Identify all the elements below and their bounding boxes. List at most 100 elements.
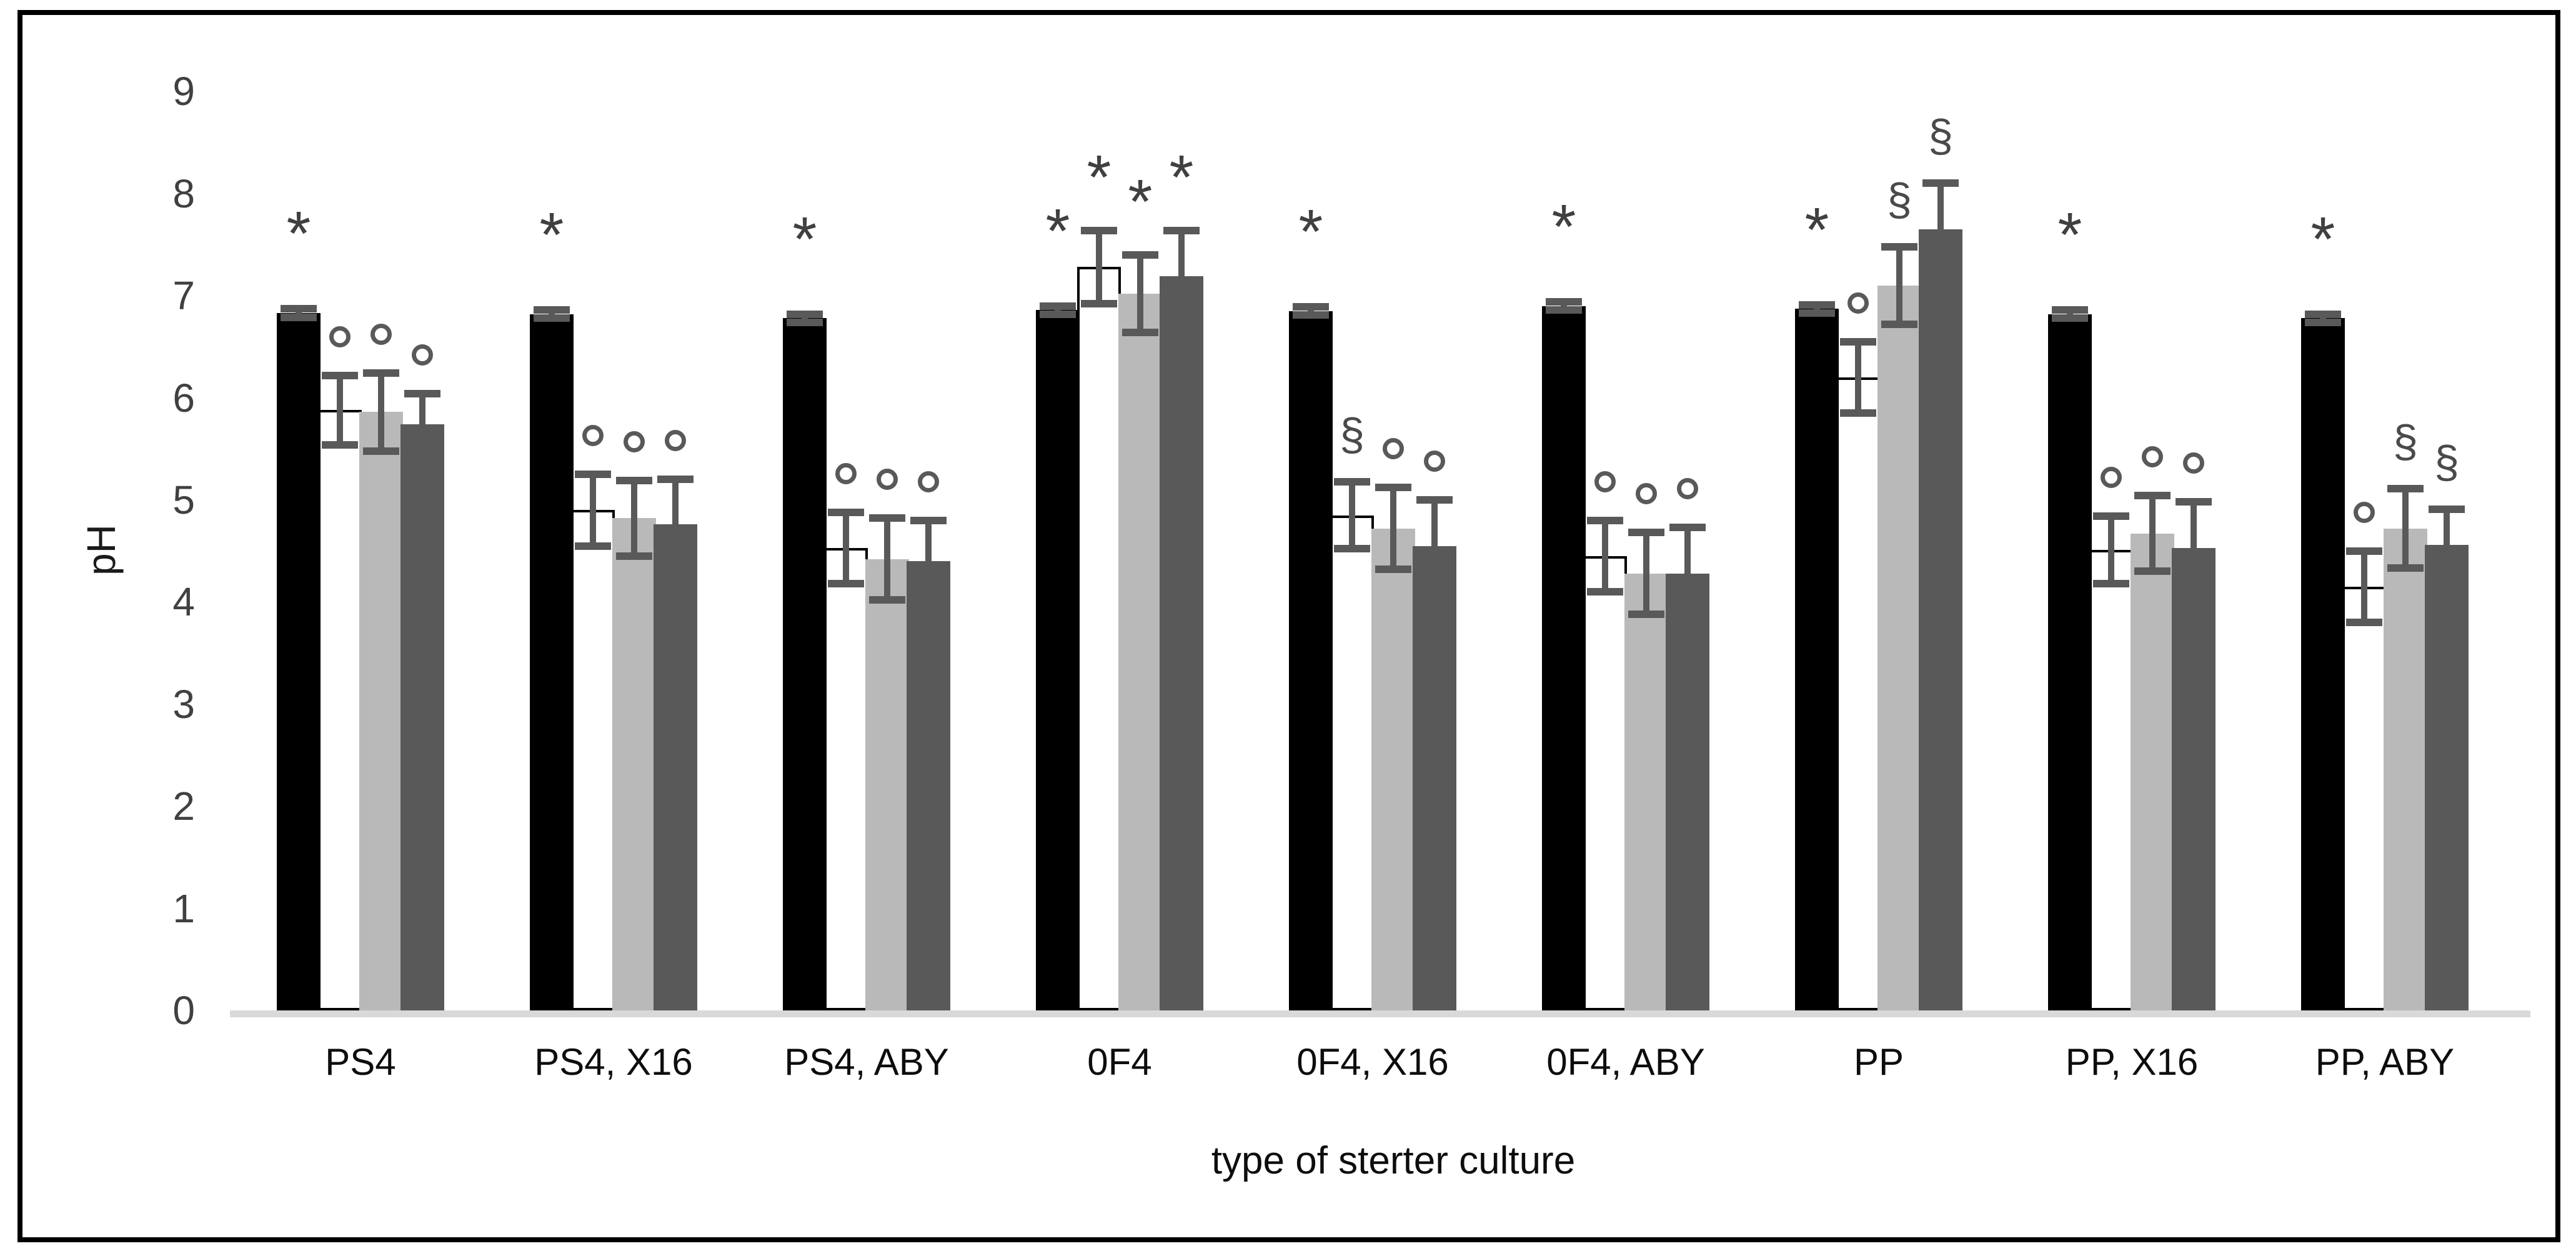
significance-ring-dark-gray-PS4, ABY xyxy=(918,471,939,492)
error-bar-black-PP, X16 xyxy=(2067,310,2073,319)
significance-star-black-PS4, ABY: * xyxy=(792,204,817,274)
bar-dark-gray-PP xyxy=(1919,229,1962,1010)
error-cap-top-light-gray-PP, X16 xyxy=(2134,492,2171,500)
error-cap-bottom-light-gray-PP, X16 xyxy=(2134,567,2171,576)
error-cap-top-light-gray-PS4, ABY xyxy=(869,514,905,522)
x-category-label-8: PP, X16 xyxy=(2065,1041,2199,1083)
error-cap-bottom-white-PS4, ABY xyxy=(828,579,864,587)
error-bar-light-gray-PS4, X16 xyxy=(631,480,637,556)
error-bar-light-gray-PP, X16 xyxy=(2149,496,2156,572)
bar-dark-gray-PP, X16 xyxy=(2172,548,2215,1010)
error-cap-top-black-0F4, X16 xyxy=(1293,303,1329,311)
error-cap-top-light-gray-PP xyxy=(1881,242,1917,251)
error-bar-dark-gray-0F4, X16 xyxy=(1431,500,1438,592)
error-bar-light-gray-PS4, ABY xyxy=(884,518,890,601)
error-cap-bottom-dark-gray-0F4, ABY xyxy=(1669,616,1706,624)
error-cap-top-black-PS4 xyxy=(281,305,317,313)
error-bar-light-gray-PP, ABY xyxy=(2402,489,2409,569)
significance-section-dark-gray-PP: § xyxy=(1927,111,1954,162)
error-bar-white-0F4, X16 xyxy=(1349,481,1355,549)
bar-dark-gray-0F4, X16 xyxy=(1413,546,1456,1010)
error-bar-dark-gray-PS4 xyxy=(419,394,425,456)
error-bar-white-PS4, X16 xyxy=(590,474,596,546)
error-cap-top-dark-gray-0F4, ABY xyxy=(1669,524,1706,532)
error-cap-bottom-black-0F4 xyxy=(1040,310,1076,318)
error-bar-black-0F4, X16 xyxy=(1308,307,1314,316)
significance-ring-white-PS4, ABY xyxy=(835,462,857,484)
error-bar-light-gray-0F4 xyxy=(1137,254,1143,332)
error-bar-dark-gray-PP xyxy=(1937,183,1944,276)
bar-black-PS4, ABY xyxy=(783,318,827,1010)
significance-star-black-PP, X16: * xyxy=(2057,200,2082,271)
bar-light-gray-0F4, X16 xyxy=(1371,529,1415,1010)
x-category-label-1: PS4 xyxy=(325,1041,396,1083)
bar-black-0F4 xyxy=(1036,310,1080,1010)
significance-ring-light-gray-PS4, X16 xyxy=(624,431,645,452)
significance-section-dark-gray-PP, ABY: § xyxy=(2434,437,2460,487)
error-cap-bottom-white-0F4, X16 xyxy=(1334,545,1370,553)
error-cap-bottom-light-gray-0F4, X16 xyxy=(1375,566,1411,574)
error-bar-black-0F4, ABY xyxy=(1561,302,1567,311)
error-cap-top-light-gray-0F4, X16 xyxy=(1375,484,1411,492)
bar-white-0F4, ABY xyxy=(1583,556,1627,1010)
bar-white-PS4 xyxy=(318,410,362,1010)
bar-white-PP xyxy=(1836,377,1880,1010)
error-bar-light-gray-PP xyxy=(1896,246,1902,324)
error-cap-top-white-PS4, X16 xyxy=(575,471,611,479)
error-cap-top-dark-gray-PS4, X16 xyxy=(657,476,694,484)
significance-section-light-gray-PP: § xyxy=(1886,174,1912,225)
bar-dark-gray-PP, ABY xyxy=(2425,545,2469,1010)
significance-ring-white-PS4 xyxy=(329,326,351,347)
error-cap-bottom-black-0F4, X16 xyxy=(1293,311,1329,319)
error-cap-top-dark-gray-0F4 xyxy=(1163,226,1200,234)
error-cap-top-white-PS4 xyxy=(322,371,358,379)
error-bar-black-PS4, X16 xyxy=(549,310,555,319)
error-cap-bottom-light-gray-PP, ABY xyxy=(2387,564,2424,572)
error-cap-top-black-PS4, ABY xyxy=(787,310,823,318)
significance-star-black-PP, ABY: * xyxy=(2310,204,2335,274)
y-tick-label-7: 7 xyxy=(172,273,195,319)
error-bar-black-PP, ABY xyxy=(2320,314,2326,322)
significance-ring-dark-gray-0F4, ABY xyxy=(1677,478,1698,500)
error-cap-bottom-dark-gray-PP, X16 xyxy=(2176,590,2212,598)
error-cap-top-white-0F4, ABY xyxy=(1587,516,1623,524)
significance-ring-dark-gray-PS4, X16 xyxy=(665,430,686,452)
error-cap-bottom-light-gray-PS4, X16 xyxy=(616,552,652,560)
significance-ring-dark-gray-PS4 xyxy=(412,344,433,366)
error-bar-dark-gray-PS4, X16 xyxy=(672,479,679,570)
error-cap-bottom-black-PS4, ABY xyxy=(787,318,823,326)
bar-black-0F4, X16 xyxy=(1289,311,1333,1010)
error-cap-bottom-black-PP, ABY xyxy=(2305,318,2341,326)
error-bar-black-PS4 xyxy=(296,309,302,317)
error-cap-bottom-white-PS4, X16 xyxy=(575,542,611,550)
significance-section-light-gray-PP, ABY: § xyxy=(2392,417,2419,467)
error-cap-top-black-PS4, X16 xyxy=(534,306,570,314)
significance-ring-white-PP, X16 xyxy=(2101,467,2122,489)
error-cap-top-dark-gray-PP, ABY xyxy=(2429,505,2465,513)
bar-black-PS4, X16 xyxy=(530,314,574,1010)
bar-light-gray-PP xyxy=(1877,286,1921,1010)
bar-light-gray-PS4, ABY xyxy=(865,559,909,1010)
significance-ring-light-gray-0F4, ABY xyxy=(1636,483,1657,505)
error-cap-bottom-dark-gray-PS4 xyxy=(404,451,440,459)
significance-star-light-gray-0F4: * xyxy=(1128,167,1153,237)
error-bar-dark-gray-0F4, ABY xyxy=(1684,527,1691,620)
bar-white-0F4 xyxy=(1077,267,1121,1010)
error-bar-white-PP, X16 xyxy=(2108,516,2114,584)
bar-white-PS4, X16 xyxy=(571,510,615,1010)
bar-dark-gray-0F4 xyxy=(1160,276,1203,1010)
bar-light-gray-PS4, X16 xyxy=(612,518,656,1010)
error-cap-top-dark-gray-PS4 xyxy=(404,390,440,398)
error-cap-top-white-0F4 xyxy=(1081,226,1117,234)
error-bar-light-gray-PS4 xyxy=(378,373,384,451)
error-cap-top-dark-gray-PP, X16 xyxy=(2176,498,2212,506)
error-bar-light-gray-0F4, ABY xyxy=(1643,532,1649,614)
bar-white-0F4, X16 xyxy=(1330,516,1374,1010)
error-cap-bottom-dark-gray-PP xyxy=(1922,271,1959,279)
error-cap-bottom-dark-gray-PS4, ABY xyxy=(910,598,947,606)
bar-light-gray-PS4 xyxy=(359,412,403,1010)
error-cap-top-light-gray-PP, ABY xyxy=(2387,485,2424,493)
bar-black-PP, X16 xyxy=(2048,314,2092,1010)
error-bar-white-PP xyxy=(1855,341,1861,414)
